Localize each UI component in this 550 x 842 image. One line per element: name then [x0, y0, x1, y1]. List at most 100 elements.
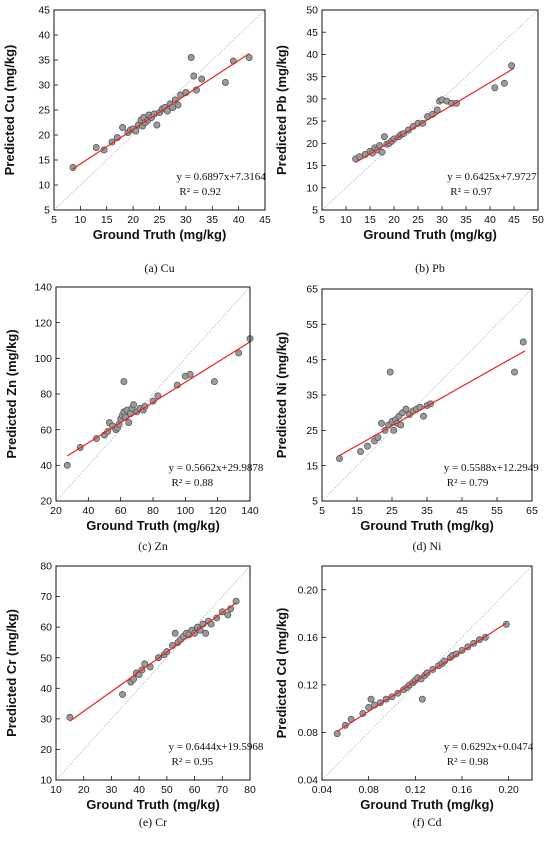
y-tick-label: 45 — [306, 354, 318, 366]
plot-frame — [55, 565, 251, 781]
x-tick-label: 35 — [206, 214, 218, 226]
data-point — [213, 614, 221, 622]
x-tick-label: 40 — [133, 784, 145, 796]
plot-frame — [321, 565, 533, 781]
y-axis-label: Predicted Cd (mg/kg) — [274, 608, 289, 739]
x-tick-label: 20 — [388, 214, 400, 226]
data-point — [130, 401, 138, 409]
y-tick-label: 10 — [306, 182, 318, 194]
y-axis-label: Predicted Cu (mg/kg) — [2, 45, 17, 176]
x-tick-label: 80 — [147, 505, 159, 517]
data-point — [186, 370, 194, 378]
x-tick-label: 25 — [386, 505, 398, 517]
y-tick-label: 140 — [34, 282, 52, 294]
y-axis-label: Predicted Zn (mg/kg) — [4, 329, 19, 458]
x-tick-label: 50 — [532, 214, 544, 226]
data-point — [153, 121, 161, 129]
data-point — [69, 164, 77, 171]
data-point — [420, 412, 427, 420]
data-point — [120, 378, 128, 385]
y-tick-label: 35 — [306, 71, 318, 83]
data-point — [357, 448, 364, 455]
y-tick-label: 80 — [40, 561, 52, 573]
y-tick-label: 40 — [306, 49, 318, 61]
x-tick-label: 45 — [508, 214, 520, 226]
data-point — [92, 144, 100, 151]
x-tick-label: 0.08 — [358, 784, 379, 796]
y-tick-label: 40 — [40, 460, 52, 472]
y-tick-label: 40 — [38, 30, 50, 42]
x-tick-label: 40 — [233, 214, 245, 226]
data-point — [378, 419, 385, 427]
x-tick-label: 30 — [436, 214, 448, 226]
r-squared-label: R² = 0.79 — [447, 477, 489, 489]
x-axis-label: Ground Truth (mg/kg) — [93, 227, 227, 242]
y-tick-label: 5 — [312, 205, 318, 217]
data-point — [397, 421, 405, 429]
y-tick-label: 30 — [40, 713, 52, 725]
x-axis-label: Ground Truth (mg/kg) — [360, 797, 494, 812]
y-tick-label: 25 — [306, 116, 318, 128]
y-tick-label: 25 — [38, 105, 50, 117]
reference-line — [55, 286, 251, 502]
data-point — [187, 54, 195, 61]
y-tick-label: 15 — [306, 460, 318, 472]
x-tick-label: 25 — [154, 214, 166, 226]
x-tick-label: 0.16 — [452, 784, 473, 796]
fit-equation: y = 0.6897x+7.3164 — [176, 171, 266, 183]
x-tick-label: 140 — [241, 505, 259, 517]
y-tick-label: 5 — [44, 205, 50, 217]
data-point — [333, 730, 341, 738]
y-tick-label: 40 — [40, 683, 52, 695]
y-tick-label: 60 — [40, 622, 52, 634]
x-tick-label: 120 — [209, 505, 227, 517]
y-axis-label: Predicted Pb (mg/kg) — [274, 45, 289, 175]
x-tick-label: 0.12 — [405, 784, 426, 796]
data-point — [502, 620, 510, 628]
x-tick-label: 15 — [101, 214, 113, 226]
y-tick-label: 0.04 — [298, 775, 319, 787]
x-tick-label: 0.04 — [312, 784, 333, 796]
y-tick-label: 15 — [38, 155, 50, 167]
data-point — [63, 461, 71, 469]
x-tick-label: 30 — [180, 214, 192, 226]
x-tick-label: 15 — [364, 214, 376, 226]
panel-caption: (a) Cu — [144, 261, 174, 275]
y-tick-label: 15 — [306, 160, 318, 172]
r-squared-label: R² = 0.97 — [450, 186, 492, 198]
data-point — [119, 124, 127, 131]
y-tick-label: 20 — [38, 130, 50, 142]
x-tick-label: 20 — [78, 784, 90, 796]
data-point — [336, 455, 343, 463]
panel-caption: (d) Ni — [413, 539, 443, 553]
chart-panel-6: 0.04 0.08 0.12 0.16 0.20 0.04 0.08 0.12 0.16 0.20… — [274, 565, 534, 829]
data-point — [386, 368, 394, 376]
data-point — [508, 62, 516, 70]
x-axis-label: Ground Truth (mg/kg) — [86, 797, 220, 812]
data-point — [163, 107, 171, 115]
x-tick-label: 35 — [421, 505, 433, 517]
y-tick-label: 35 — [38, 55, 50, 67]
panel-caption: (e) Cr — [139, 815, 167, 829]
x-tick-label: 60 — [189, 784, 201, 796]
x-tick-label: 100 — [177, 505, 195, 517]
data-point — [125, 419, 133, 426]
plot-frame — [321, 9, 539, 211]
data-point — [380, 133, 388, 141]
fit-line — [355, 67, 515, 164]
y-tick-label: 5 — [312, 496, 318, 508]
reference-line — [321, 565, 533, 781]
x-tick-label: 50 — [161, 784, 173, 796]
fit-equation: y = 0.6425x+7.9727 — [447, 171, 537, 183]
y-tick-label: 50 — [40, 652, 52, 664]
x-tick-label: 40 — [484, 214, 496, 226]
x-tick-label: 25 — [412, 214, 424, 226]
r-squared-label: R² = 0.92 — [179, 186, 221, 198]
x-tick-label: 35 — [460, 214, 472, 226]
panel-caption: (f) Cd — [413, 815, 442, 829]
y-tick-label: 30 — [38, 80, 50, 92]
y-tick-label: 25 — [306, 425, 318, 437]
y-tick-label: 30 — [306, 93, 318, 105]
y-tick-label: 120 — [34, 317, 52, 329]
y-tick-label: 0.12 — [298, 679, 319, 691]
